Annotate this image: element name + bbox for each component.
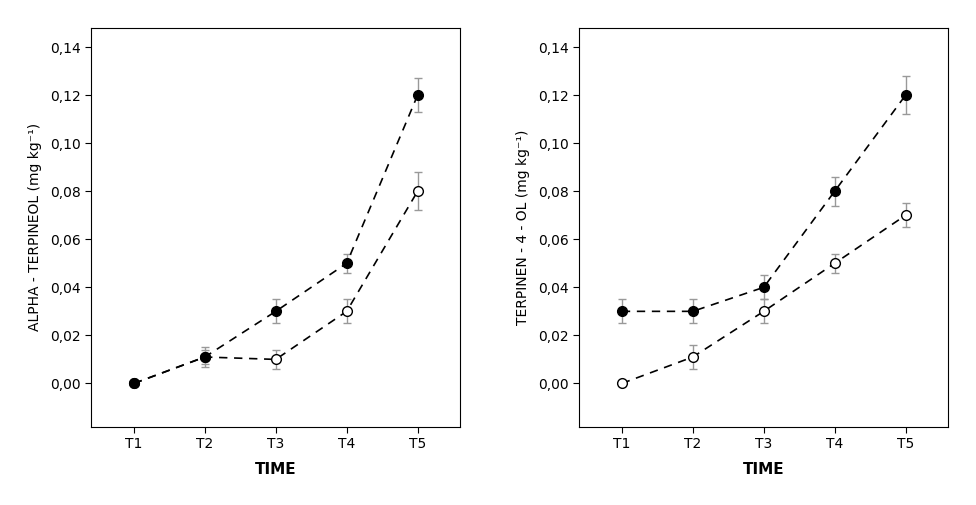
X-axis label: TIME: TIME — [255, 462, 297, 477]
Y-axis label: ALPHA - TERPINEOL (mg kg⁻¹): ALPHA - TERPINEOL (mg kg⁻¹) — [27, 123, 42, 331]
X-axis label: TIME: TIME — [743, 462, 785, 477]
Y-axis label: TERPINEN - 4 - OL (mg kg⁻¹): TERPINEN - 4 - OL (mg kg⁻¹) — [515, 130, 530, 325]
